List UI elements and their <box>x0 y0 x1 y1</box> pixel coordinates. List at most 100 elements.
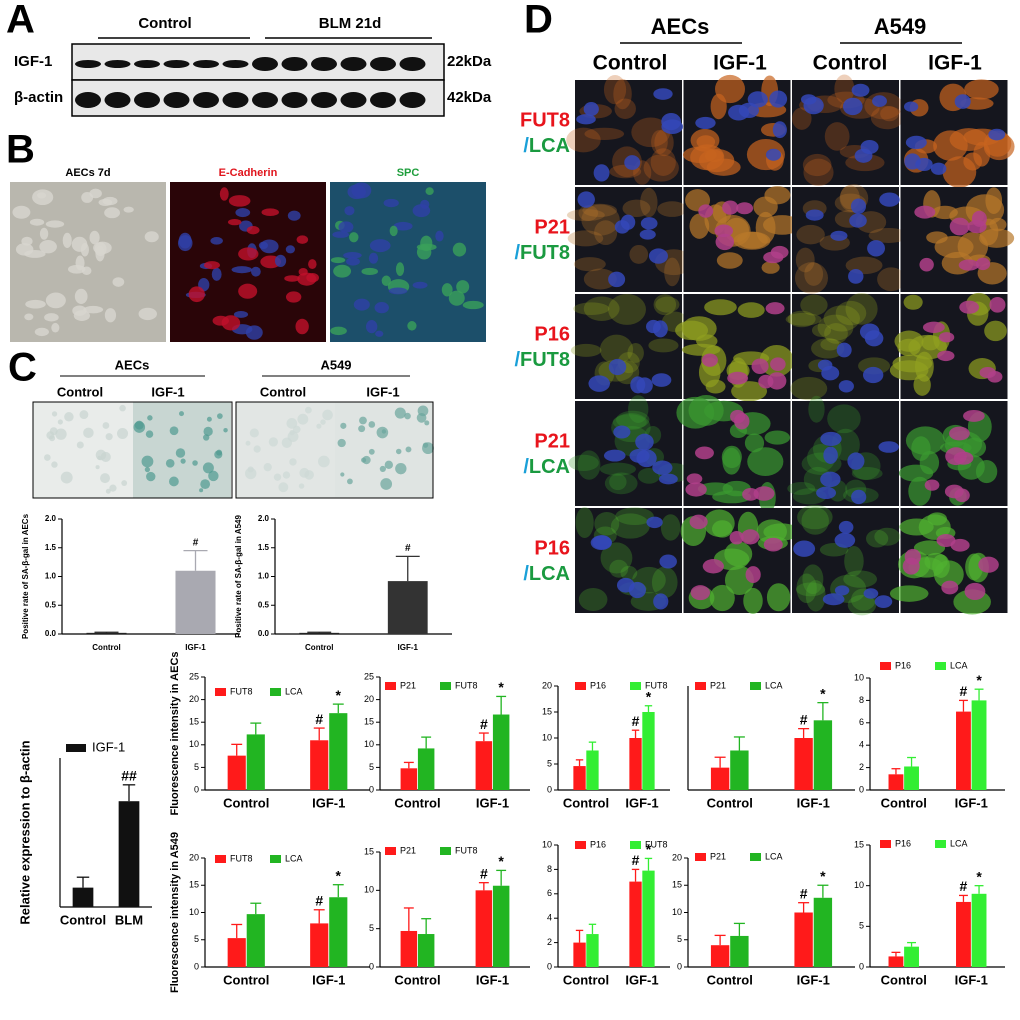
cell <box>448 290 465 306</box>
cell <box>296 235 309 244</box>
cell <box>123 206 134 213</box>
cell <box>60 471 73 484</box>
cell <box>340 472 345 477</box>
cell <box>425 187 434 196</box>
band <box>193 60 219 68</box>
cell <box>202 462 214 474</box>
nucleus <box>953 451 974 465</box>
nucleus <box>736 202 754 215</box>
bar <box>971 893 987 967</box>
nucleus <box>652 460 673 475</box>
bar <box>629 881 642 967</box>
group-label: AECs <box>651 14 710 39</box>
cell <box>57 419 63 425</box>
annotation: # <box>800 885 808 901</box>
nucleus <box>924 479 940 491</box>
nucleus <box>988 128 1006 141</box>
band <box>311 92 337 108</box>
legend-swatch <box>270 688 281 696</box>
nucleus <box>651 373 672 387</box>
cell <box>192 460 198 466</box>
tint <box>599 334 634 365</box>
cell <box>316 423 322 429</box>
cell <box>121 480 128 486</box>
nucleus <box>989 296 1006 313</box>
tint <box>688 395 724 426</box>
cell <box>146 471 156 482</box>
cell <box>210 236 223 245</box>
x-tick-label: Control <box>881 972 927 987</box>
cell <box>227 218 242 226</box>
stain-label: FUT8 <box>520 242 570 264</box>
cell <box>12 205 31 219</box>
bar <box>72 887 94 907</box>
y-axis-label: Relative expression to β-actin <box>17 740 32 924</box>
bar <box>86 632 127 634</box>
condition-label: Control <box>593 52 668 75</box>
y-tick-label: 5 <box>369 923 374 933</box>
annotation: ## <box>121 768 137 784</box>
nucleus <box>646 516 663 529</box>
legend-swatch <box>575 682 586 690</box>
legend-swatch <box>66 744 86 752</box>
cell <box>306 273 319 283</box>
cell <box>55 428 67 440</box>
tint <box>794 262 829 294</box>
tint <box>914 351 934 382</box>
cell <box>219 187 229 201</box>
y-tick-label: 5 <box>677 934 682 944</box>
nucleus <box>715 233 734 251</box>
x-tick-label: Control <box>563 795 609 810</box>
x-tick-label: Control <box>223 972 269 987</box>
x-tick-label: IGF-1 <box>955 972 988 987</box>
tint <box>620 565 638 581</box>
tint <box>628 395 649 423</box>
nucleus <box>821 365 840 381</box>
cell <box>353 298 370 311</box>
tint <box>796 573 817 604</box>
nucleus <box>767 372 787 390</box>
cell <box>369 239 391 253</box>
y-tick-label: 0.5 <box>258 600 270 609</box>
cell <box>178 411 184 417</box>
y-tick-label: 20 <box>542 680 552 690</box>
y-tick-label: 10 <box>189 907 199 917</box>
nucleus <box>770 357 786 372</box>
y-tick-label: 15 <box>364 717 374 727</box>
legend-label: IGF-1 <box>92 739 125 754</box>
y-tick-label: 20 <box>189 852 199 862</box>
nucleus <box>803 96 824 115</box>
nucleus <box>741 529 760 545</box>
tint <box>755 211 776 244</box>
tint <box>573 257 606 272</box>
tint <box>581 204 620 236</box>
tint <box>703 509 735 537</box>
legend-swatch <box>575 841 586 849</box>
x-tick-label: Control <box>92 643 120 652</box>
annotation: * <box>976 868 982 884</box>
cell <box>29 218 45 226</box>
annotation: * <box>820 685 826 701</box>
nucleus <box>658 473 678 485</box>
cell <box>144 231 159 243</box>
y-tick-label: 10 <box>189 739 199 749</box>
legend-label: P21 <box>400 845 416 855</box>
cell <box>95 465 100 470</box>
condition-label: IGF-1 <box>928 52 982 75</box>
tint <box>613 78 632 110</box>
tint <box>792 107 812 130</box>
x-tick-label: IGF-1 <box>625 972 658 987</box>
cell <box>337 438 346 448</box>
cell <box>133 421 146 433</box>
row-label-bottom: /FUT8 <box>514 242 570 264</box>
nucleus <box>695 116 716 130</box>
row-label-top: P16 <box>534 537 570 559</box>
tint <box>629 244 649 264</box>
tint <box>653 294 677 316</box>
nucleus <box>963 409 985 422</box>
tint <box>681 316 717 341</box>
annotation: * <box>646 688 652 704</box>
band <box>104 60 131 68</box>
tint <box>664 257 681 287</box>
tint <box>651 566 678 599</box>
